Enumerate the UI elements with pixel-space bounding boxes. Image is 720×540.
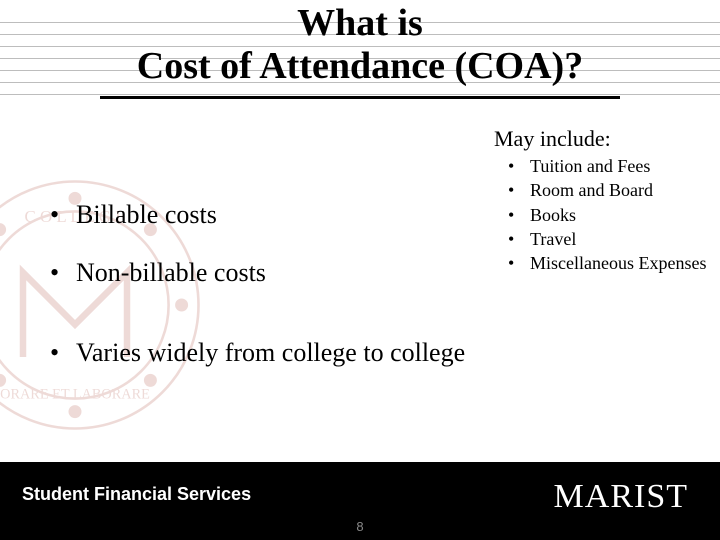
- bullet-icon: •: [50, 338, 76, 368]
- title-underline: [100, 96, 620, 99]
- page-number: 8: [356, 519, 363, 534]
- list-item-text: Travel: [530, 227, 576, 251]
- bullet-icon: •: [508, 203, 530, 227]
- may-include-label: May include:: [494, 126, 611, 152]
- list-item: • Tuition and Fees: [508, 154, 706, 178]
- list-item: • Books: [508, 203, 706, 227]
- title-line-2: Cost of Attendance (COA)?: [137, 45, 583, 87]
- list-item-text: Miscellaneous Expenses: [530, 251, 706, 275]
- footer-brand: MARIST: [554, 478, 688, 516]
- list-item: • Varies widely from college to college: [50, 338, 465, 368]
- list-item-text: Varies widely from college to college: [76, 338, 465, 368]
- list-item-text: Tuition and Fees: [530, 154, 650, 178]
- slide: What is Cost of Attendance (COA)?: [0, 0, 720, 540]
- list-item-text: Room and Board: [530, 178, 653, 202]
- footer-left-text: Student Financial Services: [22, 484, 251, 505]
- slide-title: What is Cost of Attendance (COA)?: [0, 2, 720, 87]
- bullet-icon: •: [50, 258, 76, 288]
- list-item-text: Non-billable costs: [76, 258, 266, 288]
- list-item-text: Billable costs: [76, 200, 217, 230]
- bullet-icon: •: [508, 251, 530, 275]
- list-item-text: Books: [530, 203, 576, 227]
- list-item: • Billable costs: [50, 200, 266, 230]
- list-item: • Non-billable costs: [50, 258, 266, 288]
- title-line-1: What is: [297, 2, 423, 44]
- right-bullet-list: • Tuition and Fees • Room and Board • Bo…: [508, 154, 706, 275]
- list-item: • Miscellaneous Expenses: [508, 251, 706, 275]
- list-item: • Room and Board: [508, 178, 706, 202]
- bullet-icon: •: [508, 227, 530, 251]
- bullet-icon: •: [508, 154, 530, 178]
- bullet-icon: •: [508, 178, 530, 202]
- slide-footer: Student Financial Services MARIST 8: [0, 462, 720, 540]
- bullet-icon: •: [50, 200, 76, 230]
- list-item: • Travel: [508, 227, 706, 251]
- svg-text:ORARE ET LABORARE: ORARE ET LABORARE: [0, 387, 150, 403]
- left-bullet-list: • Billable costs • Non-billable costs: [50, 200, 266, 316]
